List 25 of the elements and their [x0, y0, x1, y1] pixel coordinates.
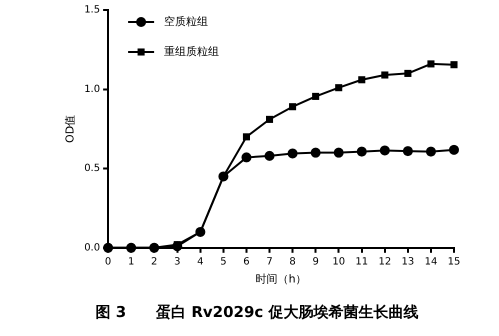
x-tick-label: 13: [402, 256, 414, 268]
y-tick-label: 1.0: [84, 84, 100, 95]
y-tick-label: 0.0: [84, 242, 100, 254]
x-tick-label: 2: [151, 256, 158, 268]
legend-label: 空质粒组: [164, 14, 208, 28]
x-tick-label: 10: [332, 256, 346, 268]
x-tick-label: 0: [104, 256, 112, 268]
x-tick-label: 3: [174, 256, 180, 268]
text: 图 3 蛋白 Rv2029c 促大肠埃希菌生长曲线: [95, 302, 419, 321]
x-tick-label: 5: [220, 256, 227, 268]
x-tick-label: 9: [312, 256, 319, 268]
x-tick-label: 8: [289, 256, 296, 268]
x-tick-label: 12: [378, 256, 392, 268]
x-tick-label: 11: [355, 256, 368, 268]
x-tick-label: 1: [128, 256, 134, 268]
x-tick-label: 7: [266, 256, 273, 268]
y-tick-label: 1.5: [84, 4, 100, 16]
x-tick-label: 14: [424, 256, 438, 268]
y-tick-label: 0.5: [84, 163, 100, 174]
x-tick-label: 15: [448, 256, 460, 268]
x-axis-title: 时间（h）: [256, 272, 307, 286]
y-axis-title: OD值: [63, 114, 76, 143]
x-tick-label: 4: [197, 256, 204, 268]
x-tick-label: 6: [243, 256, 250, 268]
legend-label: 重组质粒组: [164, 44, 220, 58]
